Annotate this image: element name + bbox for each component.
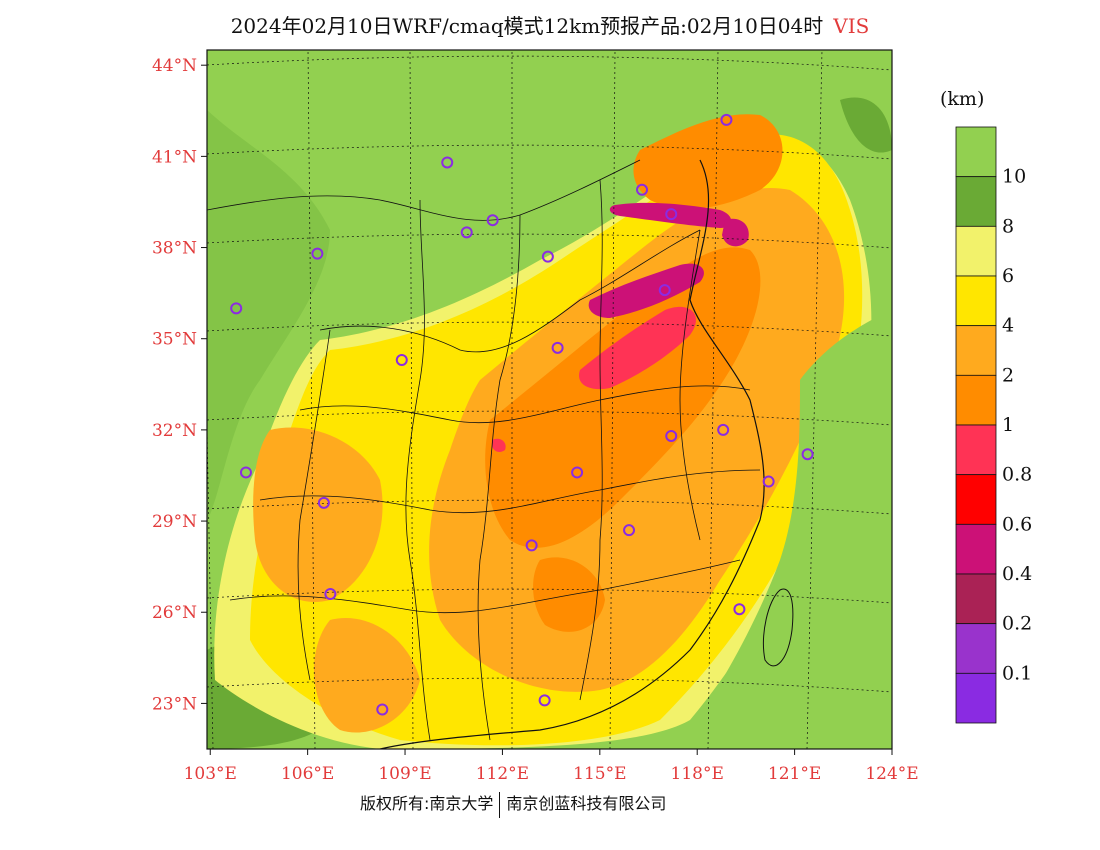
station-marker xyxy=(311,247,324,260)
station-marker xyxy=(658,284,671,297)
legend-swatch xyxy=(955,275,997,327)
lat-label: 41°N xyxy=(152,147,197,167)
station-marker xyxy=(460,226,473,239)
lon-label: 115°E xyxy=(573,764,626,784)
province-borders xyxy=(207,159,761,741)
legend-label: 8 xyxy=(1002,215,1014,237)
station-marker xyxy=(239,466,252,479)
legend-swatch xyxy=(955,672,997,724)
lat-label: 35°N xyxy=(152,330,197,350)
legend-label: 0.2 xyxy=(1002,613,1032,635)
legend-label: 0.1 xyxy=(1002,662,1032,684)
legend-label: 0.8 xyxy=(1002,464,1032,486)
lon-label: 103°E xyxy=(184,764,237,784)
legend-swatch xyxy=(955,325,997,376)
graticule xyxy=(207,50,892,749)
station-marker xyxy=(441,156,454,169)
station-marker xyxy=(196,638,206,648)
legend-label: 0.6 xyxy=(1002,513,1032,535)
lon-label: 124°E xyxy=(865,764,918,784)
legend-label: 0.4 xyxy=(1002,563,1032,585)
map-frame xyxy=(206,49,893,750)
station-marker xyxy=(376,703,389,716)
lat-label: 44°N xyxy=(152,56,197,76)
lon-label: 121°E xyxy=(768,764,821,784)
legend-unit: (km) xyxy=(940,88,985,110)
lat-label: 32°N xyxy=(152,421,197,441)
legend-label: 4 xyxy=(1002,315,1014,337)
longitude-labels: 103°E 106°E 109°E 112°E 115°E 118°E 121°E 124°E xyxy=(184,749,919,784)
legend-label: 2 xyxy=(1002,364,1014,386)
lon-label: 106°E xyxy=(281,764,334,784)
footer-left: 版权所有:南京大学 xyxy=(360,794,494,813)
lat-label: 29°N xyxy=(152,512,197,532)
station-marker xyxy=(623,524,636,537)
legend-swatch xyxy=(955,424,997,476)
station-marker xyxy=(551,341,564,354)
legend-swatch xyxy=(955,474,997,525)
lon-label: 118°E xyxy=(671,764,724,784)
station-marker xyxy=(801,448,814,461)
legend-swatch xyxy=(955,623,997,674)
legend-swatch xyxy=(955,126,997,178)
station-marker xyxy=(636,183,649,196)
copyright-footer: 版权所有:南京大学 南京创蓝科技有限公司 xyxy=(360,790,666,818)
legend-swatch xyxy=(955,225,997,277)
station-marker xyxy=(541,250,554,263)
station-marker xyxy=(538,694,551,707)
station-marker xyxy=(317,496,330,509)
legend-label: 1 xyxy=(1002,414,1014,436)
station-marker xyxy=(486,214,499,227)
station-marker xyxy=(230,302,243,315)
legend-swatch xyxy=(955,573,997,625)
title-variable: VIS xyxy=(833,14,870,38)
station-marker xyxy=(525,539,538,552)
title-main: 2024年02月10日WRF/cmaq模式12km预报产品:02月10日04时 xyxy=(230,14,824,38)
legend-swatch xyxy=(955,523,997,575)
legend-colorbar: 10 8 6 4 2 1 0.8 0.6 0.4 0.2 0.1 xyxy=(955,126,1032,724)
legend-swatch xyxy=(955,374,997,426)
station-marker xyxy=(395,353,408,366)
station-marker xyxy=(324,588,337,601)
station-marker xyxy=(665,208,678,221)
chart-title: 2024年02月10日WRF/cmaq模式12km预报产品:02月10日04时 V… xyxy=(0,10,1100,39)
station-marker xyxy=(571,466,584,479)
station-marker xyxy=(762,475,775,488)
station-marker xyxy=(665,429,678,442)
station-marker xyxy=(717,423,730,436)
station-marker xyxy=(720,113,733,126)
footer-right: 南京创蓝科技有限公司 xyxy=(506,794,667,813)
lon-label: 109°E xyxy=(378,764,431,784)
map-field xyxy=(196,50,892,749)
lat-label: 26°N xyxy=(152,603,197,623)
station-marker xyxy=(733,603,746,616)
lon-label: 112°E xyxy=(476,764,529,784)
legend-label: 10 xyxy=(1002,166,1026,188)
lat-label: 38°N xyxy=(152,239,197,259)
footer-divider xyxy=(499,791,501,818)
lat-label: 23°N xyxy=(152,694,197,714)
city-stations xyxy=(196,113,814,716)
latitude-labels: 44°N 41°N 38°N 35°N 32°N 29°N 26°N 23°N xyxy=(152,56,207,714)
legend-label: 6 xyxy=(1002,265,1014,287)
legend-swatch xyxy=(955,176,997,227)
